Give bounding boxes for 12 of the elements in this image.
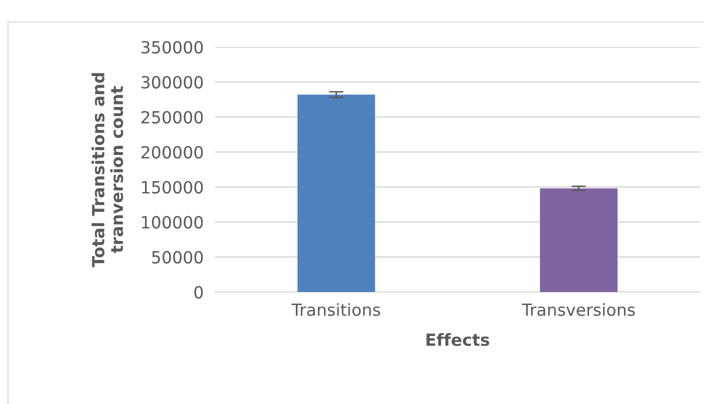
y-tick-label: 0 bbox=[194, 286, 203, 299]
y-tick-label: 350000 bbox=[142, 40, 203, 54]
y-tick-label: 50000 bbox=[152, 250, 203, 264]
x-tick-label: Transversions bbox=[522, 303, 635, 316]
x-axis-title: Effects bbox=[426, 333, 490, 346]
y-tick-label: 150000 bbox=[142, 180, 203, 194]
y-tick-label: 300000 bbox=[142, 76, 203, 89]
y-tick-label: 250000 bbox=[141, 110, 203, 124]
y-tick-label: 200000 bbox=[141, 146, 203, 159]
y-axis-title: Total Transitions and tranversion count bbox=[92, 73, 124, 268]
x-tick-label: Transitions bbox=[292, 303, 380, 316]
y-tick-label: 100000 bbox=[142, 216, 203, 229]
